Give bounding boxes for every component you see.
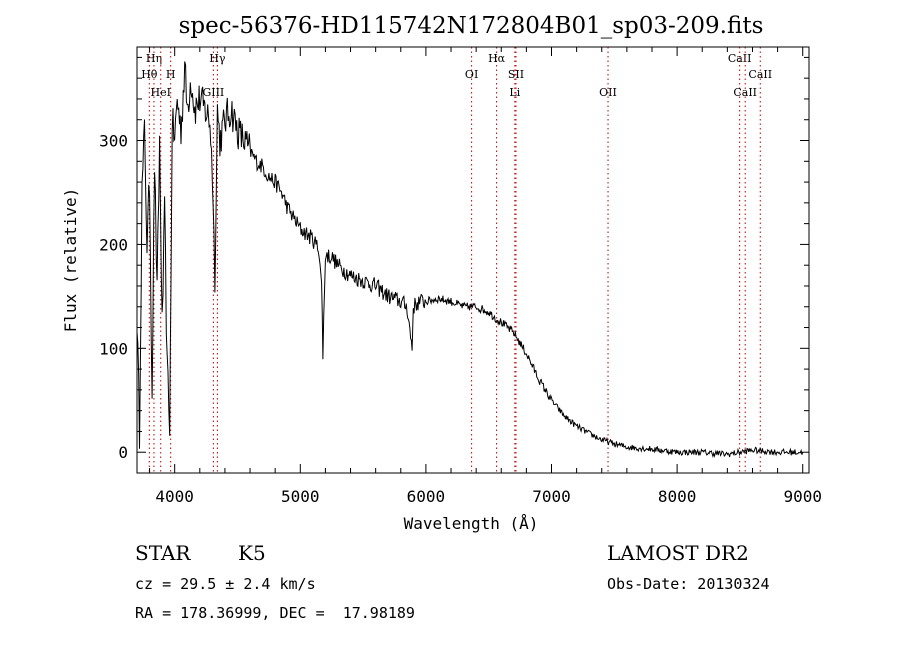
y-tick-label: 0 (118, 443, 128, 462)
y-tick-label: 300 (99, 132, 128, 151)
y-tick-label: 200 (99, 235, 128, 254)
line-marker-label: GIII (202, 86, 224, 99)
line-marker-label: HeI (151, 86, 171, 99)
line-marker-label: Li (509, 86, 520, 99)
y-axis-label: Flux (relative) (61, 188, 80, 333)
x-tick-label: 5000 (281, 487, 320, 506)
x-tick-label: 7000 (532, 487, 571, 506)
object-class: STAR (135, 541, 191, 565)
series-layer (136, 61, 804, 458)
x-tick-label: 4000 (155, 487, 194, 506)
line-marker-label: CaII (748, 68, 772, 81)
line-marker-label: Hα (488, 52, 506, 65)
line-marker-label: Hη (146, 52, 162, 65)
line-marker-label: H (166, 68, 176, 81)
line-marker-label: SII (508, 68, 524, 81)
line-marker-label: CaII (728, 52, 752, 65)
y-tick-label: 100 (99, 339, 128, 358)
line-markers: Hη Hθ H HeI Hγ GIII Hα OI SII Li OII CaII CaII CaII (141, 47, 772, 473)
line-marker-label: Hγ (209, 52, 226, 65)
observation-date: Obs-Date: 20130324 (607, 575, 770, 593)
axes: 4000 5000 6000 7000 8000 9000 0 100 200 300 (99, 47, 822, 506)
line-marker-label: CaII (733, 86, 757, 99)
x-tick-label: 6000 (407, 487, 446, 506)
plot-frame (136, 46, 810, 474)
redshift-velocity: cz = 29.5 ± 2.4 km/s (135, 575, 316, 593)
chart-title: spec-56376-HD115742N172804B01_sp03-209.f… (179, 13, 764, 39)
spectrum-series (136, 61, 804, 458)
x-tick-label: 9000 (783, 487, 822, 506)
line-marker-label: OI (465, 68, 478, 81)
object-subclass: K5 (238, 541, 266, 565)
survey-name: LAMOST DR2 (607, 541, 749, 565)
x-tick-label: 8000 (658, 487, 697, 506)
coordinates: RA = 178.36999, DEC = 17.98189 (135, 604, 415, 622)
x-axis-label: Wavelength (Å) (404, 514, 539, 533)
line-marker-label: Hθ (141, 68, 158, 81)
line-marker-label: OII (599, 86, 617, 99)
